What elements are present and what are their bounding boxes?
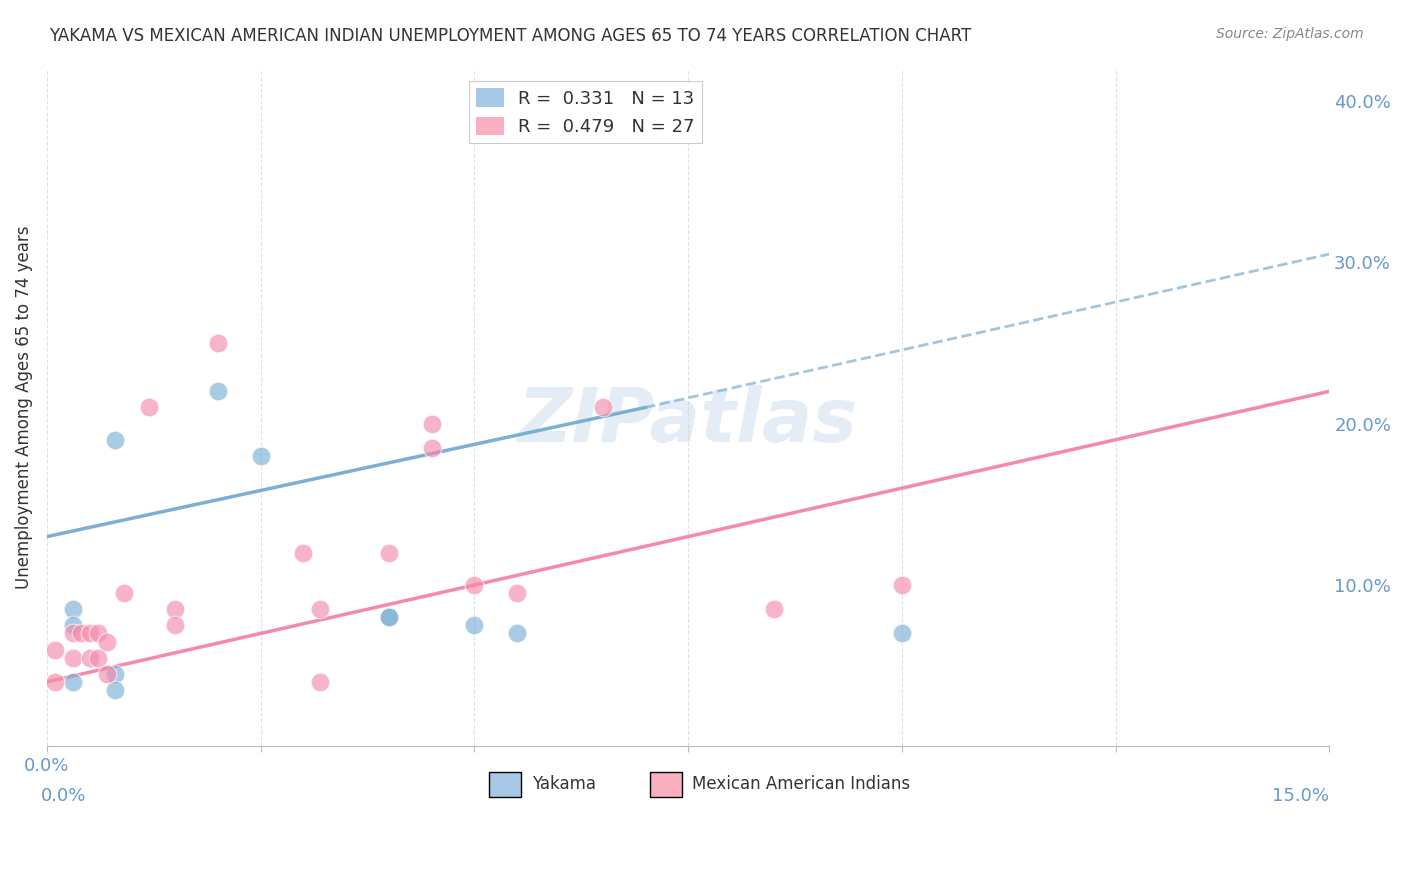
Point xyxy=(165,602,187,616)
Point xyxy=(378,610,401,624)
Point xyxy=(79,626,101,640)
Point xyxy=(592,401,614,415)
Point xyxy=(506,586,529,600)
Point xyxy=(62,602,84,616)
Point xyxy=(104,666,127,681)
Legend: R =  0.331   N = 13, R =  0.479   N = 27: R = 0.331 N = 13, R = 0.479 N = 27 xyxy=(470,81,702,143)
Point xyxy=(420,417,443,431)
FancyBboxPatch shape xyxy=(650,772,682,797)
Point xyxy=(292,546,315,560)
Point xyxy=(96,666,118,681)
Point xyxy=(378,610,401,624)
Point xyxy=(62,618,84,632)
Point xyxy=(309,602,332,616)
Point xyxy=(762,602,785,616)
Point xyxy=(378,546,401,560)
Point xyxy=(112,586,135,600)
Text: Source: ZipAtlas.com: Source: ZipAtlas.com xyxy=(1216,27,1364,41)
Point xyxy=(506,626,529,640)
Point xyxy=(96,634,118,648)
Point xyxy=(138,401,160,415)
Point xyxy=(207,335,229,350)
Text: YAKAMA VS MEXICAN AMERICAN INDIAN UNEMPLOYMENT AMONG AGES 65 TO 74 YEARS CORRELA: YAKAMA VS MEXICAN AMERICAN INDIAN UNEMPL… xyxy=(49,27,972,45)
Point xyxy=(420,441,443,455)
Point xyxy=(87,626,110,640)
Point xyxy=(44,642,66,657)
Point xyxy=(463,578,485,592)
Text: Mexican American Indians: Mexican American Indians xyxy=(692,775,910,793)
Point xyxy=(309,674,332,689)
Point xyxy=(62,650,84,665)
Y-axis label: Unemployment Among Ages 65 to 74 years: Unemployment Among Ages 65 to 74 years xyxy=(15,226,32,590)
Point xyxy=(249,449,271,463)
Text: Yakama: Yakama xyxy=(531,775,596,793)
Point xyxy=(104,433,127,447)
Point xyxy=(62,626,84,640)
Point xyxy=(890,626,912,640)
Text: ZIPatlas: ZIPatlas xyxy=(517,384,858,458)
Point xyxy=(62,674,84,689)
Text: 15.0%: 15.0% xyxy=(1272,787,1329,805)
Point xyxy=(70,626,93,640)
Point xyxy=(165,618,187,632)
Point xyxy=(207,384,229,399)
Point xyxy=(79,650,101,665)
FancyBboxPatch shape xyxy=(489,772,522,797)
Point xyxy=(87,650,110,665)
Point xyxy=(463,618,485,632)
Point xyxy=(44,674,66,689)
Point xyxy=(104,682,127,697)
Point xyxy=(890,578,912,592)
Text: 0.0%: 0.0% xyxy=(41,787,86,805)
